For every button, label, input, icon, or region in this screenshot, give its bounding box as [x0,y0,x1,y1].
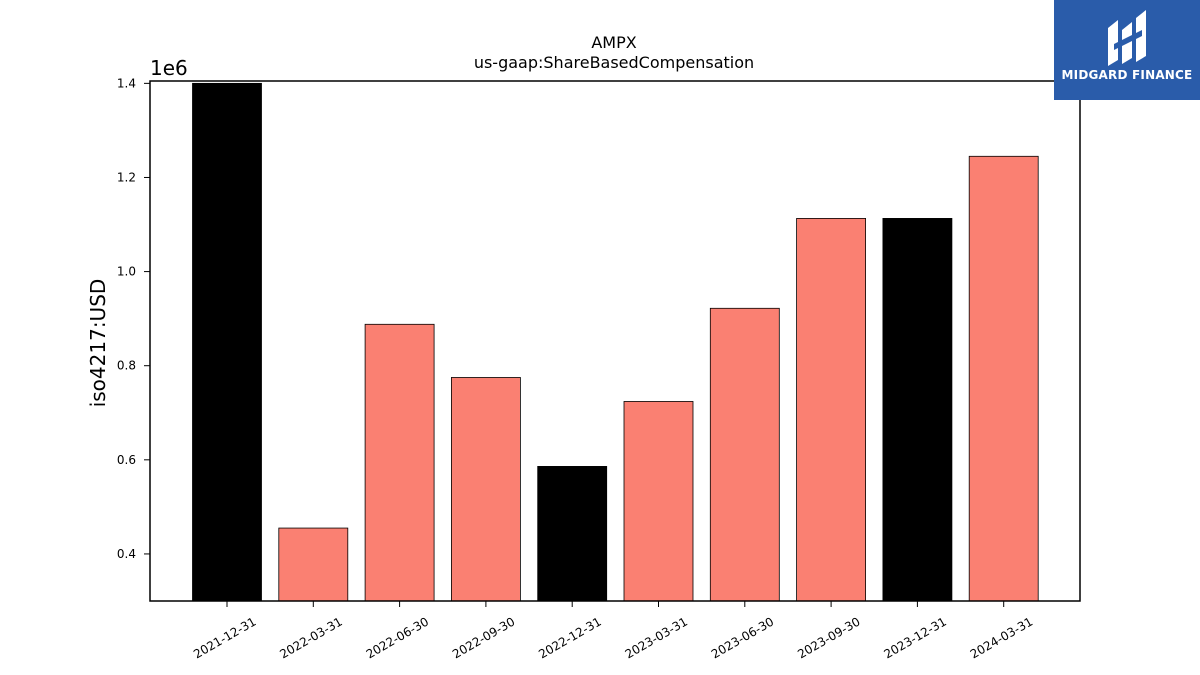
y-tick-label: 1.4 [117,76,136,90]
brand-name: MIDGARD FINANCE [1061,68,1193,82]
x-tick-label: 2022-09-30 [450,614,517,661]
bar-2022-12-31 [537,466,608,602]
bar-2022-06-30 [364,323,435,602]
x-tick-label: 2022-12-31 [536,614,603,661]
bar-2023-09-30 [796,218,866,602]
bar-2023-12-31 [882,218,953,602]
x-tick-label: 2023-06-30 [709,614,776,661]
x-tick-label: 2022-03-31 [277,614,344,661]
y-tick-label: 1.2 [117,170,136,184]
x-tick-label: 2021-12-31 [191,614,258,661]
x-tick-label: 2023-12-31 [881,614,948,661]
bar-2022-03-31 [278,527,349,602]
y-tick-label: 0.6 [117,453,136,467]
y-offset-label: 1e6 [150,56,188,80]
chart-subtitle: us-gaap:ShareBasedCompensation [474,53,754,72]
axes-frame [149,80,1081,602]
y-axis-label: iso4217:USD [86,279,110,408]
bars-group [192,82,1039,602]
y-tick-label: 0.8 [117,359,136,373]
y-tick-label: 0.4 [117,547,136,561]
x-tick-label: 2022-06-30 [364,614,431,661]
bar-2023-03-31 [623,401,694,602]
bar-2023-06-30 [709,307,780,602]
y-ticks: 0.4 0.6 0.8 1.0 1.2 1.4 [117,76,150,561]
x-tick-label: 2023-03-31 [623,614,690,661]
y-tick-label: 1.0 [117,265,136,279]
x-tick-label: 2024-03-31 [968,614,1035,661]
bar-2021-12-31 [192,82,262,602]
brand-logo: MIDGARD FINANCE [1054,0,1200,100]
midgard-logo-icon [1108,10,1146,66]
x-tick-label: 2023-09-30 [795,614,862,661]
x-ticks: 2021-12-31 2022-03-31 2022-06-30 2022-09-30… [191,601,1035,661]
bar-2022-09-30 [450,377,521,602]
chart-title: AMPX [591,33,636,52]
bar-2024-03-31 [968,155,1039,602]
